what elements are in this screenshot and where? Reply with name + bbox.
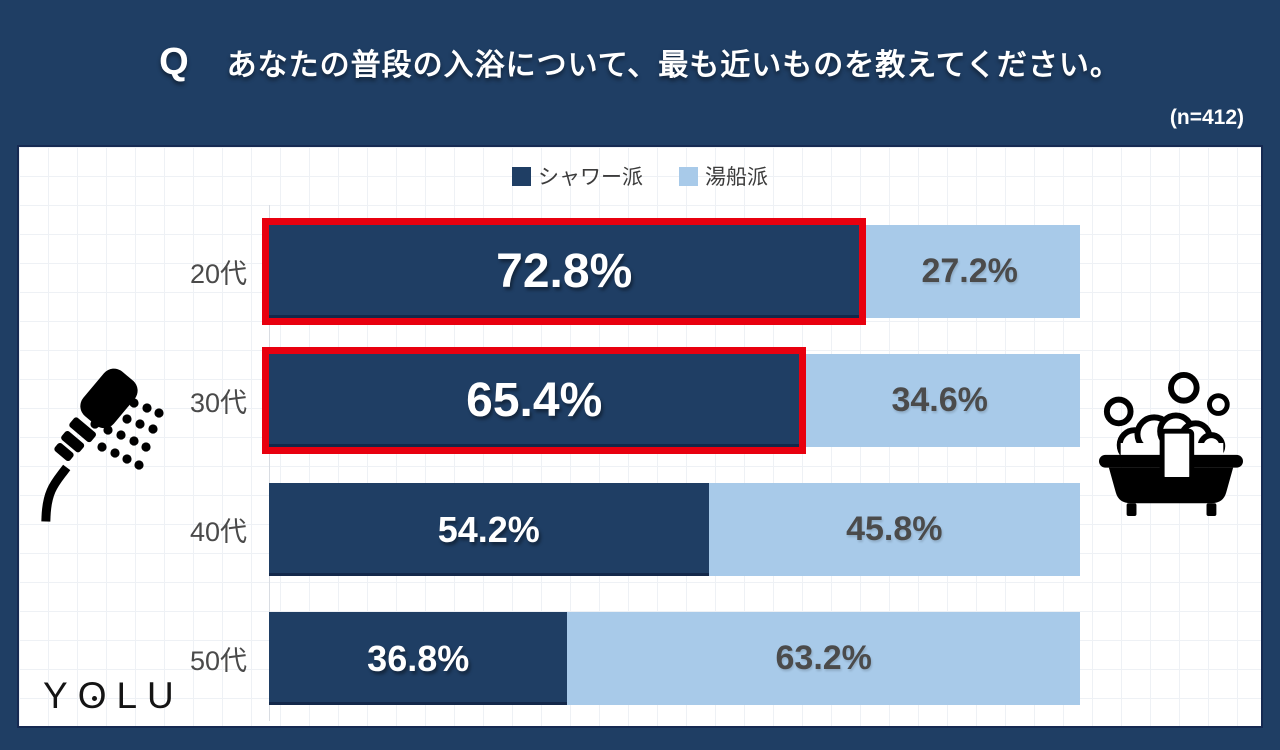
bar-track: 65.4% 34.6%: [261, 347, 1080, 454]
bath-value-label: 63.2%: [775, 639, 872, 677]
bath-value-label: 34.6%: [891, 381, 988, 419]
shower-bar-segment: 72.8%: [261, 218, 867, 325]
chart-row-30s: 30代 65.4% 34.6%: [19, 336, 1261, 465]
shower-legend-label: シャワー派: [538, 166, 643, 189]
shower-bar-segment: 36.8%: [269, 612, 568, 705]
logo-letter: L: [116, 675, 148, 716]
category-label: 50代: [189, 646, 247, 676]
shower-value-label: 65.4%: [466, 374, 603, 427]
bath-bar-segment: 45.8%: [708, 483, 1080, 576]
shower-value-label: 36.8%: [367, 637, 470, 679]
bath-bar-segment: 27.2%: [859, 225, 1080, 318]
shower-value-label: 54.2%: [437, 508, 540, 550]
page-title: あなたの普段の入浴について、最も近いものを教えてください。: [226, 49, 1121, 82]
chart-legend: シャワー派 湯船派: [19, 161, 1261, 191]
category-axis-line: [269, 205, 270, 721]
category-label: 40代: [189, 517, 247, 547]
bath-value-label: 27.2%: [921, 252, 1018, 290]
shower-bar-segment: 65.4%: [261, 347, 807, 454]
bar-rows: 20代 72.8% 27.2% 30代 65.4% 34.6%: [19, 207, 1261, 723]
bath-bar-segment: 63.2%: [567, 612, 1080, 705]
logo-letter: Y: [43, 675, 78, 716]
bar-track: 36.8% 63.2%: [269, 612, 1080, 705]
chart-panel: シャワー派 湯船派 20代 72.8% 27.2% 30代 65.4%: [17, 145, 1263, 728]
category-label: 20代: [189, 259, 247, 289]
question-header: Q あなたの普段の入浴について、最も近いものを教えてください。: [0, 40, 1280, 84]
chart-row-40s: 40代 54.2% 45.8%: [19, 465, 1261, 594]
bathtub-icon: [1097, 372, 1245, 517]
logo-letter: U: [147, 675, 184, 716]
legend-item-bath: 湯船派: [679, 161, 768, 191]
bath-bar-segment: 34.6%: [799, 354, 1080, 447]
category-label: 30代: [189, 388, 247, 418]
bath-value-label: 45.8%: [846, 510, 943, 548]
logo-o-dot-icon: [91, 695, 97, 701]
shower-head-icon: [25, 365, 185, 525]
bar-track: 72.8% 27.2%: [261, 218, 1080, 325]
chart-row-20s: 20代 72.8% 27.2%: [19, 207, 1261, 336]
chart-row-50s: 50代 36.8% 63.2%: [19, 594, 1261, 723]
bar-track: 54.2% 45.8%: [269, 483, 1080, 576]
shower-legend-swatch: [512, 166, 531, 186]
shower-value-label: 72.8%: [496, 245, 633, 298]
bath-legend-swatch: [679, 166, 698, 186]
shower-bar-segment: 54.2%: [269, 483, 709, 576]
bath-legend-label: 湯船派: [705, 166, 768, 189]
question-mark-label: Q: [159, 40, 189, 83]
sample-size-label: (n=412): [1169, 106, 1244, 129]
legend-item-shower: シャワー派: [512, 161, 643, 191]
logo-letter: O: [77, 675, 117, 716]
